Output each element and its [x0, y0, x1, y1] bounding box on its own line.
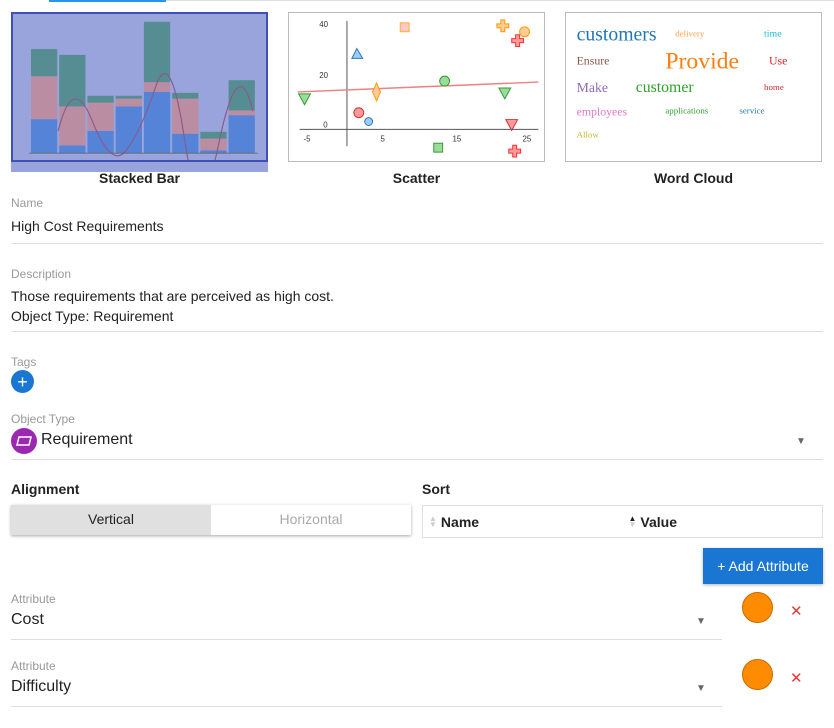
divider	[11, 639, 722, 640]
chevron-down-icon[interactable]: ▼	[696, 616, 706, 627]
chevron-down-icon[interactable]: ▼	[796, 436, 806, 447]
description-line[interactable]: Those requirements that are perceived as…	[11, 288, 334, 304]
y-tick: 20	[319, 71, 328, 80]
divider	[11, 706, 722, 707]
attribute-select[interactable]: Cost	[11, 611, 44, 628]
sort-label: Sort	[422, 481, 450, 497]
tags-label: Tags	[11, 355, 37, 369]
attribute-color-swatch[interactable]	[742, 592, 773, 623]
divider	[11, 243, 823, 244]
chevron-down-icon[interactable]: ▼	[696, 683, 706, 694]
active-tab-indicator	[49, 0, 166, 2]
sort-value-label: Value	[640, 513, 678, 530]
word: Use	[769, 53, 787, 67]
word: home	[764, 82, 784, 92]
object-type-label: Object Type	[11, 412, 75, 426]
word: customer	[636, 79, 695, 96]
alignment-label: Alignment	[11, 481, 80, 497]
word: delivery	[675, 29, 705, 39]
chart-option-scatter[interactable]: 40 20 0 -5 5 15 25	[288, 12, 545, 162]
divider	[11, 459, 823, 460]
word: service	[739, 106, 764, 116]
y-tick: 40	[319, 20, 328, 29]
x-tick: 25	[523, 134, 532, 143]
chart-option-word-cloud[interactable]: customers delivery time Ensure Provide U…	[565, 12, 822, 162]
y-tick: 0	[323, 120, 328, 129]
word: customers	[577, 24, 657, 46]
alignment-vertical[interactable]: Vertical	[11, 505, 211, 535]
divider	[11, 331, 823, 332]
attribute-select[interactable]: Difficulty	[11, 678, 72, 695]
attribute-label: Attribute	[11, 659, 56, 673]
name-field[interactable]: High Cost Requirements	[11, 218, 164, 234]
chart-option-stacked-bar[interactable]	[11, 12, 268, 162]
word: Make	[577, 80, 608, 95]
sort-options: ▲ ▼ Name ▲ ▼ Value	[422, 505, 823, 538]
sort-by-value[interactable]: ▲ ▼ Value	[623, 514, 823, 530]
x-tick: 15	[453, 134, 462, 143]
add-tag-button[interactable]: +	[11, 370, 34, 393]
word: employees	[577, 105, 628, 119]
name-label: Name	[11, 196, 44, 210]
scatter-thumbnail: 40 20 0 -5 5 15 25	[297, 19, 539, 158]
word: Ensure	[577, 53, 610, 67]
attribute-color-swatch[interactable]	[742, 659, 773, 690]
chart-label: Stacked Bar	[99, 170, 180, 186]
sort-asc-icon: ▲ ▼	[628, 513, 637, 529]
x-tick: -5	[304, 134, 312, 143]
alignment-horizontal[interactable]: Horizontal	[211, 505, 411, 535]
remove-attribute-icon[interactable]: ✕	[790, 670, 803, 687]
sort-name-label: Name	[440, 513, 480, 530]
chart-label: Scatter	[392, 170, 441, 186]
sort-icon: ▲ ▼	[429, 513, 437, 529]
word: applications	[665, 106, 708, 116]
requirement-icon	[11, 428, 37, 454]
attribute-label: Attribute	[11, 592, 56, 606]
description-label: Description	[11, 267, 72, 281]
tab-border	[166, 0, 834, 1]
word-cloud-thumbnail: customers delivery time Ensure Provide U…	[577, 24, 788, 140]
stacked-bar-thumbnail	[29, 21, 258, 160]
word: Provide	[665, 48, 739, 74]
description-line[interactable]: Object Type: Requirement	[11, 308, 174, 324]
object-type-select[interactable]: Requirement	[41, 431, 133, 448]
word: time	[764, 29, 782, 40]
remove-attribute-icon[interactable]: ✕	[790, 603, 803, 620]
chart-label: Word Cloud	[653, 170, 734, 186]
alignment-toggle: Vertical Horizontal	[11, 505, 411, 535]
word: Allow	[577, 129, 600, 139]
x-tick: 5	[380, 134, 385, 143]
add-attribute-button[interactable]: + Add Attribute	[703, 548, 823, 584]
sort-by-name[interactable]: ▲ ▼ Name	[423, 514, 623, 530]
